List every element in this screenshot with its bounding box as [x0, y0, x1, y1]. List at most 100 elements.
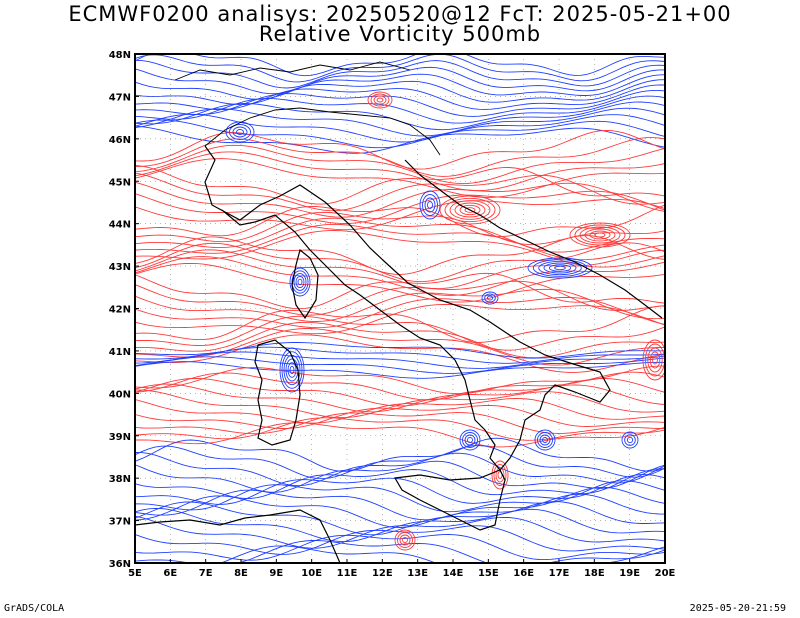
negative-contour	[135, 486, 665, 521]
negative-vortex	[624, 434, 636, 446]
negative-vortex	[281, 351, 303, 389]
positive-vortex	[449, 200, 491, 220]
negative-vortex	[279, 347, 305, 393]
positive-vortex	[376, 97, 384, 103]
lon-tick-label: 17E	[549, 568, 570, 579]
lon-tick-label: 16E	[513, 568, 534, 579]
lon-tick-label: 13E	[407, 568, 428, 579]
lat-tick-label: 39N	[109, 432, 131, 443]
positive-vortex	[574, 224, 626, 246]
title-line-1: ECMWF0200 analisys: 20250520@12 FcT: 202…	[68, 2, 732, 26]
positive-vortex	[397, 532, 413, 548]
graticule	[135, 54, 665, 563]
lon-tick-label: 15E	[478, 568, 499, 579]
positive-vortex	[493, 464, 507, 486]
footer-timestamp: 2025-05-20-21:59	[689, 603, 786, 614]
lat-tick-label: 38N	[109, 474, 131, 485]
positive-vortex	[491, 460, 509, 490]
positive-vortex	[579, 226, 621, 244]
negative-contour	[135, 515, 665, 549]
positive-contour	[135, 417, 665, 441]
lon-tick-label: 8E	[234, 568, 248, 579]
negative-vortex	[287, 362, 297, 378]
positive-vortex	[444, 197, 496, 223]
title-line-2: Relative Vorticity 500mb	[258, 22, 542, 46]
lat-tick-label: 46N	[109, 135, 131, 146]
corsica-coastline	[291, 248, 319, 320]
lat-tick-label: 44N	[109, 220, 131, 231]
negative-vortex	[481, 291, 499, 305]
lon-tick-label: 19E	[619, 568, 640, 579]
sardinia-coastline	[254, 339, 301, 446]
positive-contour	[135, 377, 665, 407]
negative-contour	[135, 437, 665, 472]
negative-vortex	[486, 295, 494, 301]
negative-vortex	[621, 431, 639, 449]
lon-tick-label: 10E	[301, 568, 322, 579]
negative-vortex	[236, 129, 244, 135]
positive-vortex	[402, 537, 408, 543]
lon-tick-label: 9E	[269, 568, 283, 579]
positive-contour	[135, 389, 665, 419]
negative-contour	[135, 351, 665, 369]
negative-contour	[135, 346, 665, 364]
positive-contour	[135, 151, 665, 192]
lat-tick-label: 43N	[109, 262, 131, 273]
negative-vortex	[554, 265, 566, 271]
positive-vortex	[594, 232, 606, 238]
positive-vortex	[370, 93, 390, 107]
lon-tick-label: 18E	[584, 568, 605, 579]
negative-vortex	[289, 365, 295, 375]
positive-contour	[135, 181, 665, 218]
negative-vortex	[539, 434, 551, 446]
negative-vortex	[484, 293, 496, 303]
lon-tick-label: 7E	[199, 568, 213, 579]
positive-vortex	[373, 95, 387, 105]
axis-labels: 5E 6E 7E 8E 9E 10E 11E 12E 13E 14E 15E 16E 17E 18E 19E…	[109, 50, 676, 579]
negative-vortex	[289, 267, 311, 297]
positive-contour	[135, 158, 665, 198]
negative-contour	[135, 507, 665, 543]
sicily-coastline	[394, 469, 506, 531]
negative-contour	[135, 119, 665, 149]
positive-contour	[135, 321, 665, 359]
positive-vortex	[647, 347, 663, 373]
lat-tick-label: 37N	[109, 517, 131, 528]
negative-contour	[135, 107, 665, 137]
lat-tick-label: 36N	[109, 559, 131, 570]
lon-tick-label: 14E	[443, 568, 464, 579]
positive-vortex	[495, 467, 505, 483]
positive-contour	[135, 405, 665, 429]
negative-vortex	[297, 278, 303, 286]
negative-vortex	[459, 429, 481, 451]
negative-vortex	[232, 126, 248, 138]
negative-vortex	[422, 194, 438, 216]
positive-vortex	[439, 195, 501, 225]
positive-contour	[135, 371, 665, 401]
negative-vortex	[532, 259, 588, 277]
vorticity-map: 5E 6E 7E 8E 9E 10E 11E 12E 13E 14E 15E 16E 17E 18E 19E…	[109, 50, 676, 579]
lon-tick-label: 6E	[163, 568, 177, 579]
negative-contour	[135, 451, 665, 487]
italy-coastline	[204, 145, 611, 471]
positive-contour	[135, 129, 665, 170]
negative-vortex	[229, 124, 251, 140]
positive-contour	[135, 280, 665, 316]
negative-contour	[135, 501, 665, 536]
positive-contour	[135, 383, 665, 413]
negative-contour	[135, 66, 665, 95]
negative-contour	[135, 113, 665, 143]
negative-vortex	[462, 432, 478, 448]
positive-contour	[135, 272, 665, 310]
negative-vortex	[534, 429, 556, 451]
positive-contour	[135, 288, 665, 322]
negative-vortex	[548, 264, 572, 272]
negative-contour	[219, 545, 665, 563]
negative-vortex	[293, 273, 307, 291]
negative-contour	[135, 59, 665, 89]
negative-contour	[135, 54, 665, 83]
negative-contour	[135, 480, 665, 513]
negative-contour	[135, 54, 665, 77]
positive-contour	[135, 303, 665, 335]
lon-tick-label: 5E	[128, 568, 142, 579]
